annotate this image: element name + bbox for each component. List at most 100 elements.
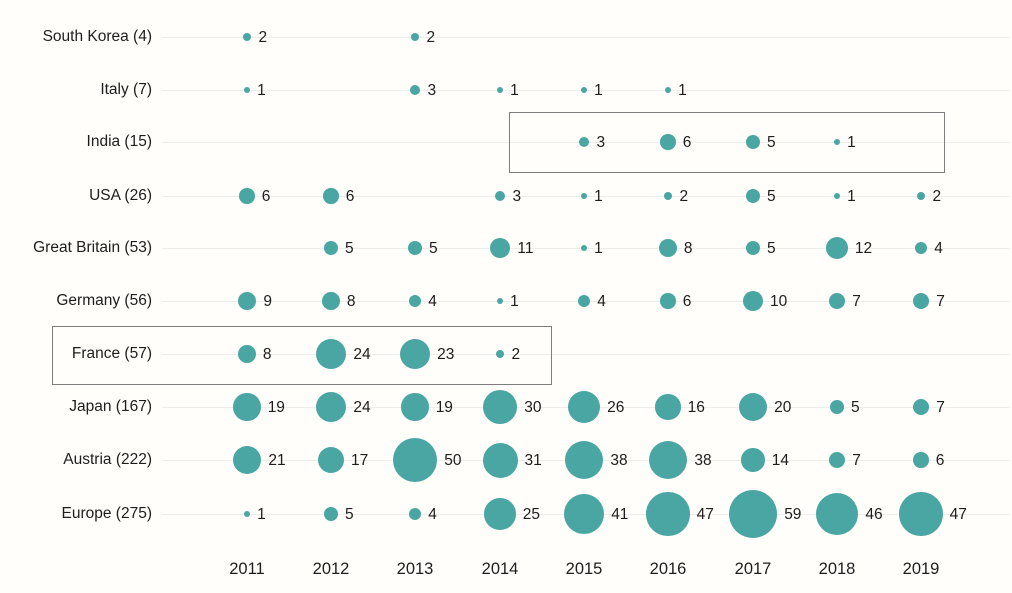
bubble[interactable] [580,244,588,252]
bubble[interactable] [916,191,926,201]
bubble-value-label: 7 [936,292,945,310]
bubble[interactable] [324,507,339,522]
bubble[interactable] [495,349,505,359]
x-axis-tick-label: 2013 [396,560,434,578]
bubble[interactable] [399,338,431,370]
bubble[interactable] [409,84,421,96]
bubble[interactable] [315,338,347,370]
bubble[interactable] [243,510,251,518]
bubble[interactable] [482,389,518,425]
bubble-value-label: 26 [607,398,625,416]
bubble[interactable] [564,440,604,480]
bubble[interactable] [913,452,929,468]
bubble-value-label: 4 [428,505,437,523]
bubble[interactable] [315,391,347,423]
bubble[interactable] [914,241,928,255]
bubble[interactable] [655,394,681,420]
bubble-value-label: 1 [257,505,266,523]
row-label: Japan (167) [69,398,152,415]
bubble-value-label: 2 [258,28,268,46]
bubble-value-label: 14 [771,451,790,469]
bubble[interactable] [746,241,761,256]
bubble-value-label: 5 [345,239,354,257]
bubble[interactable] [577,294,591,308]
row-gridline [162,354,1010,355]
bubble[interactable] [408,241,423,256]
x-axis-tick-label: 2019 [902,560,940,578]
bubble[interactable] [322,292,340,310]
bubble[interactable] [833,192,841,200]
bubble-value-label: 23 [437,345,455,363]
bubble[interactable] [482,442,518,478]
bubble-value-label: 4 [597,292,606,310]
bubble[interactable] [648,440,688,480]
bubble-value-label: 7 [936,398,945,416]
bubble[interactable] [494,190,506,202]
bubble-value-label: 20 [774,398,792,416]
bubble[interactable] [238,345,256,363]
bubble[interactable] [232,445,262,475]
bubble[interactable] [664,86,672,94]
bubble[interactable] [830,400,845,415]
bubble[interactable] [663,191,673,201]
bubble[interactable] [239,188,255,204]
bubble[interactable] [484,498,516,530]
bubble[interactable] [828,292,846,310]
bubble-value-label: 38 [694,451,712,469]
bubble[interactable] [815,492,859,536]
bubble-value-label: 5 [345,505,354,523]
x-axis-tick-label: 2011 [229,560,265,578]
bubble-value-label: 59 [784,505,802,523]
row-label: Europe (275) [61,505,152,522]
bubble[interactable] [496,297,504,305]
bubble[interactable] [659,239,677,257]
bubble-value-label: 1 [847,187,856,205]
bubble[interactable] [324,241,339,256]
bubble[interactable] [392,437,438,483]
bubble-value-label: 47 [949,505,967,523]
bubble-value-label: 21 [268,451,286,469]
bubble[interactable] [746,135,761,150]
bubble[interactable] [646,492,690,536]
bubble[interactable] [912,292,930,310]
bubble[interactable] [242,32,252,42]
bubble[interactable] [741,448,765,472]
bubble-value-label: 1 [847,133,856,151]
bubble[interactable] [746,189,761,204]
bubble[interactable] [743,291,763,311]
bubble[interactable] [563,493,605,535]
bubble[interactable] [237,291,257,311]
bubble[interactable] [401,393,429,421]
bubble-value-label: 5 [767,187,776,205]
bubble[interactable] [489,237,511,259]
bubble[interactable] [826,237,848,259]
bubble[interactable] [833,138,841,146]
bubble[interactable] [660,293,676,309]
bubble[interactable] [899,492,943,536]
bubble[interactable] [580,192,588,200]
bubble[interactable] [233,393,261,421]
bubble[interactable] [318,447,344,473]
bubble[interactable] [496,86,504,94]
bubble-value-label: 6 [935,451,945,469]
bubble[interactable] [408,507,422,521]
bubble[interactable] [408,294,422,308]
bubble[interactable] [578,136,590,148]
bubble[interactable] [410,32,420,42]
bubble-value-label: 6 [345,187,355,205]
bubble[interactable] [580,86,588,94]
bubble[interactable] [912,398,930,416]
bubble[interactable] [567,390,600,423]
bubble[interactable] [738,392,768,422]
x-axis-tick-label: 2014 [481,560,519,578]
bubble[interactable] [728,489,778,539]
bubble[interactable] [660,134,676,150]
bubble-value-label: 1 [594,187,603,205]
bubble-value-label: 5 [767,133,776,151]
bubble[interactable] [243,86,251,94]
bubble-value-label: 7 [852,292,861,310]
row-gridline [162,37,1010,38]
bubble[interactable] [828,451,846,469]
bubble-value-label: 24 [353,398,371,416]
bubble[interactable] [323,188,339,204]
